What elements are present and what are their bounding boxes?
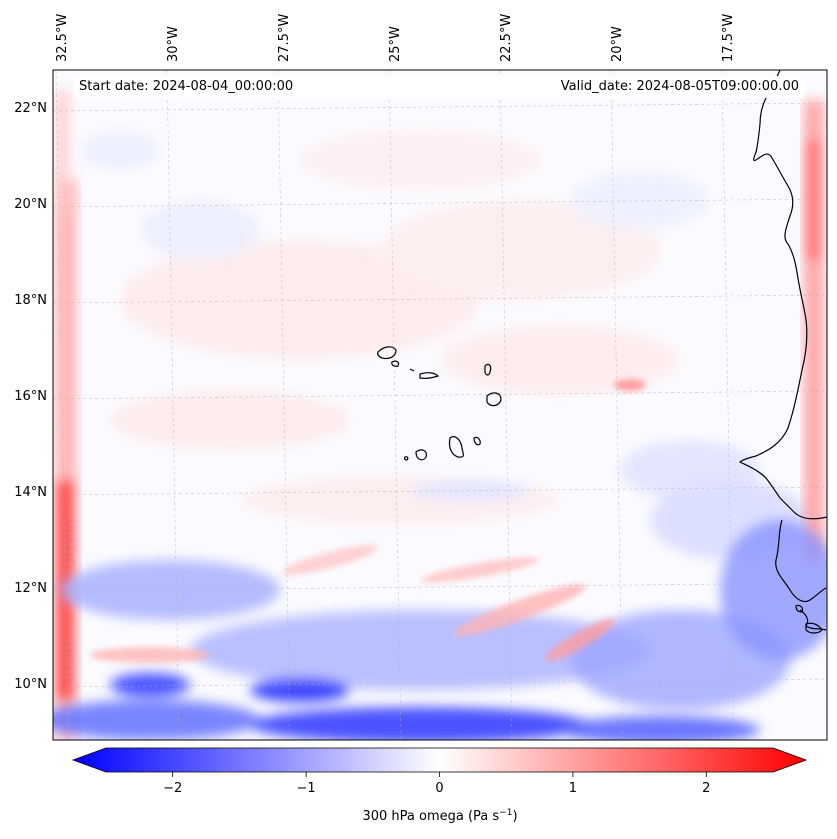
meridian-gridline	[388, 70, 402, 740]
meridian-gridline	[166, 70, 180, 740]
latitude-label: 22°N	[14, 101, 47, 116]
meridian-gridline	[55, 70, 69, 740]
longitude-label: 17.5°W	[721, 14, 736, 62]
cape-verde-sao-nicolau	[409, 368, 440, 379]
meridian-gridline	[277, 70, 291, 740]
colorbar-title: 300 hPa omega (Pa s−1)	[362, 808, 517, 824]
africa-coastline	[738, 70, 827, 520]
colorbar: −2 −1 0 1 2 300 hPa omega (Pa s−1)	[71, 747, 808, 824]
colorbar-ticks: −2 −1 0 1 2	[163, 772, 710, 796]
cape-verde-fogo	[415, 449, 427, 461]
latitude-label: 12°N	[14, 581, 47, 596]
latitude-label: 18°N	[14, 293, 47, 308]
cape-verde-sal	[484, 363, 492, 376]
cape-verde-boa-vista	[486, 392, 502, 407]
colorbar-tick-label: 1	[569, 781, 577, 796]
cape-verde-brava	[404, 456, 409, 461]
start-date-label: Start date: 2024-08-04_00:00:00	[79, 79, 293, 94]
meridian-gridline	[499, 70, 513, 740]
cape-verde-maio	[473, 436, 481, 446]
colorbar-tick-label: 0	[435, 781, 443, 796]
longitude-label: 30°W	[166, 26, 181, 62]
latitude-label: 14°N	[14, 485, 47, 500]
longitude-label: 25°W	[388, 26, 403, 62]
latitude-tick-labels: 22°N 20°N 18°N 16°N 14°N 12°N 10°N	[14, 101, 47, 692]
longitude-label: 22.5°W	[499, 14, 514, 62]
latitude-label: 16°N	[14, 389, 47, 404]
longitude-tick-labels: 32.5°W 30°W 27.5°W 25°W 22.5°W 20°W 17.5°W	[55, 14, 736, 62]
latitude-label: 20°N	[14, 197, 47, 212]
info-band	[74, 76, 804, 98]
map-panel: Start date: 2024-08-04_00:00:00 Valid_da…	[52, 69, 828, 741]
map-gridlines	[53, 70, 827, 740]
omega-field	[53, 90, 827, 740]
latitude-label: 10°N	[14, 677, 47, 692]
meridian-gridline	[610, 70, 624, 740]
cape-verde-santo-antao	[377, 346, 397, 360]
colorbar-tick-label: −1	[297, 781, 316, 796]
cape-verde-sao-vicente	[391, 360, 400, 367]
colorbar-bar	[71, 747, 808, 773]
map-frame	[52, 69, 828, 741]
coastlines	[377, 70, 827, 634]
bijagos-islands	[795, 604, 823, 634]
valid-date-label: Valid_date: 2024-08-05T09:00:00.00	[561, 79, 799, 94]
colorbar-tick-label: −2	[163, 781, 182, 796]
longitude-label: 20°W	[610, 26, 625, 62]
longitude-label: 32.5°W	[55, 14, 70, 62]
meridian-gridline	[721, 70, 735, 740]
colorbar-tick-label: 2	[702, 781, 710, 796]
cape-verde-santiago	[448, 436, 464, 458]
longitude-label: 27.5°W	[277, 14, 292, 62]
